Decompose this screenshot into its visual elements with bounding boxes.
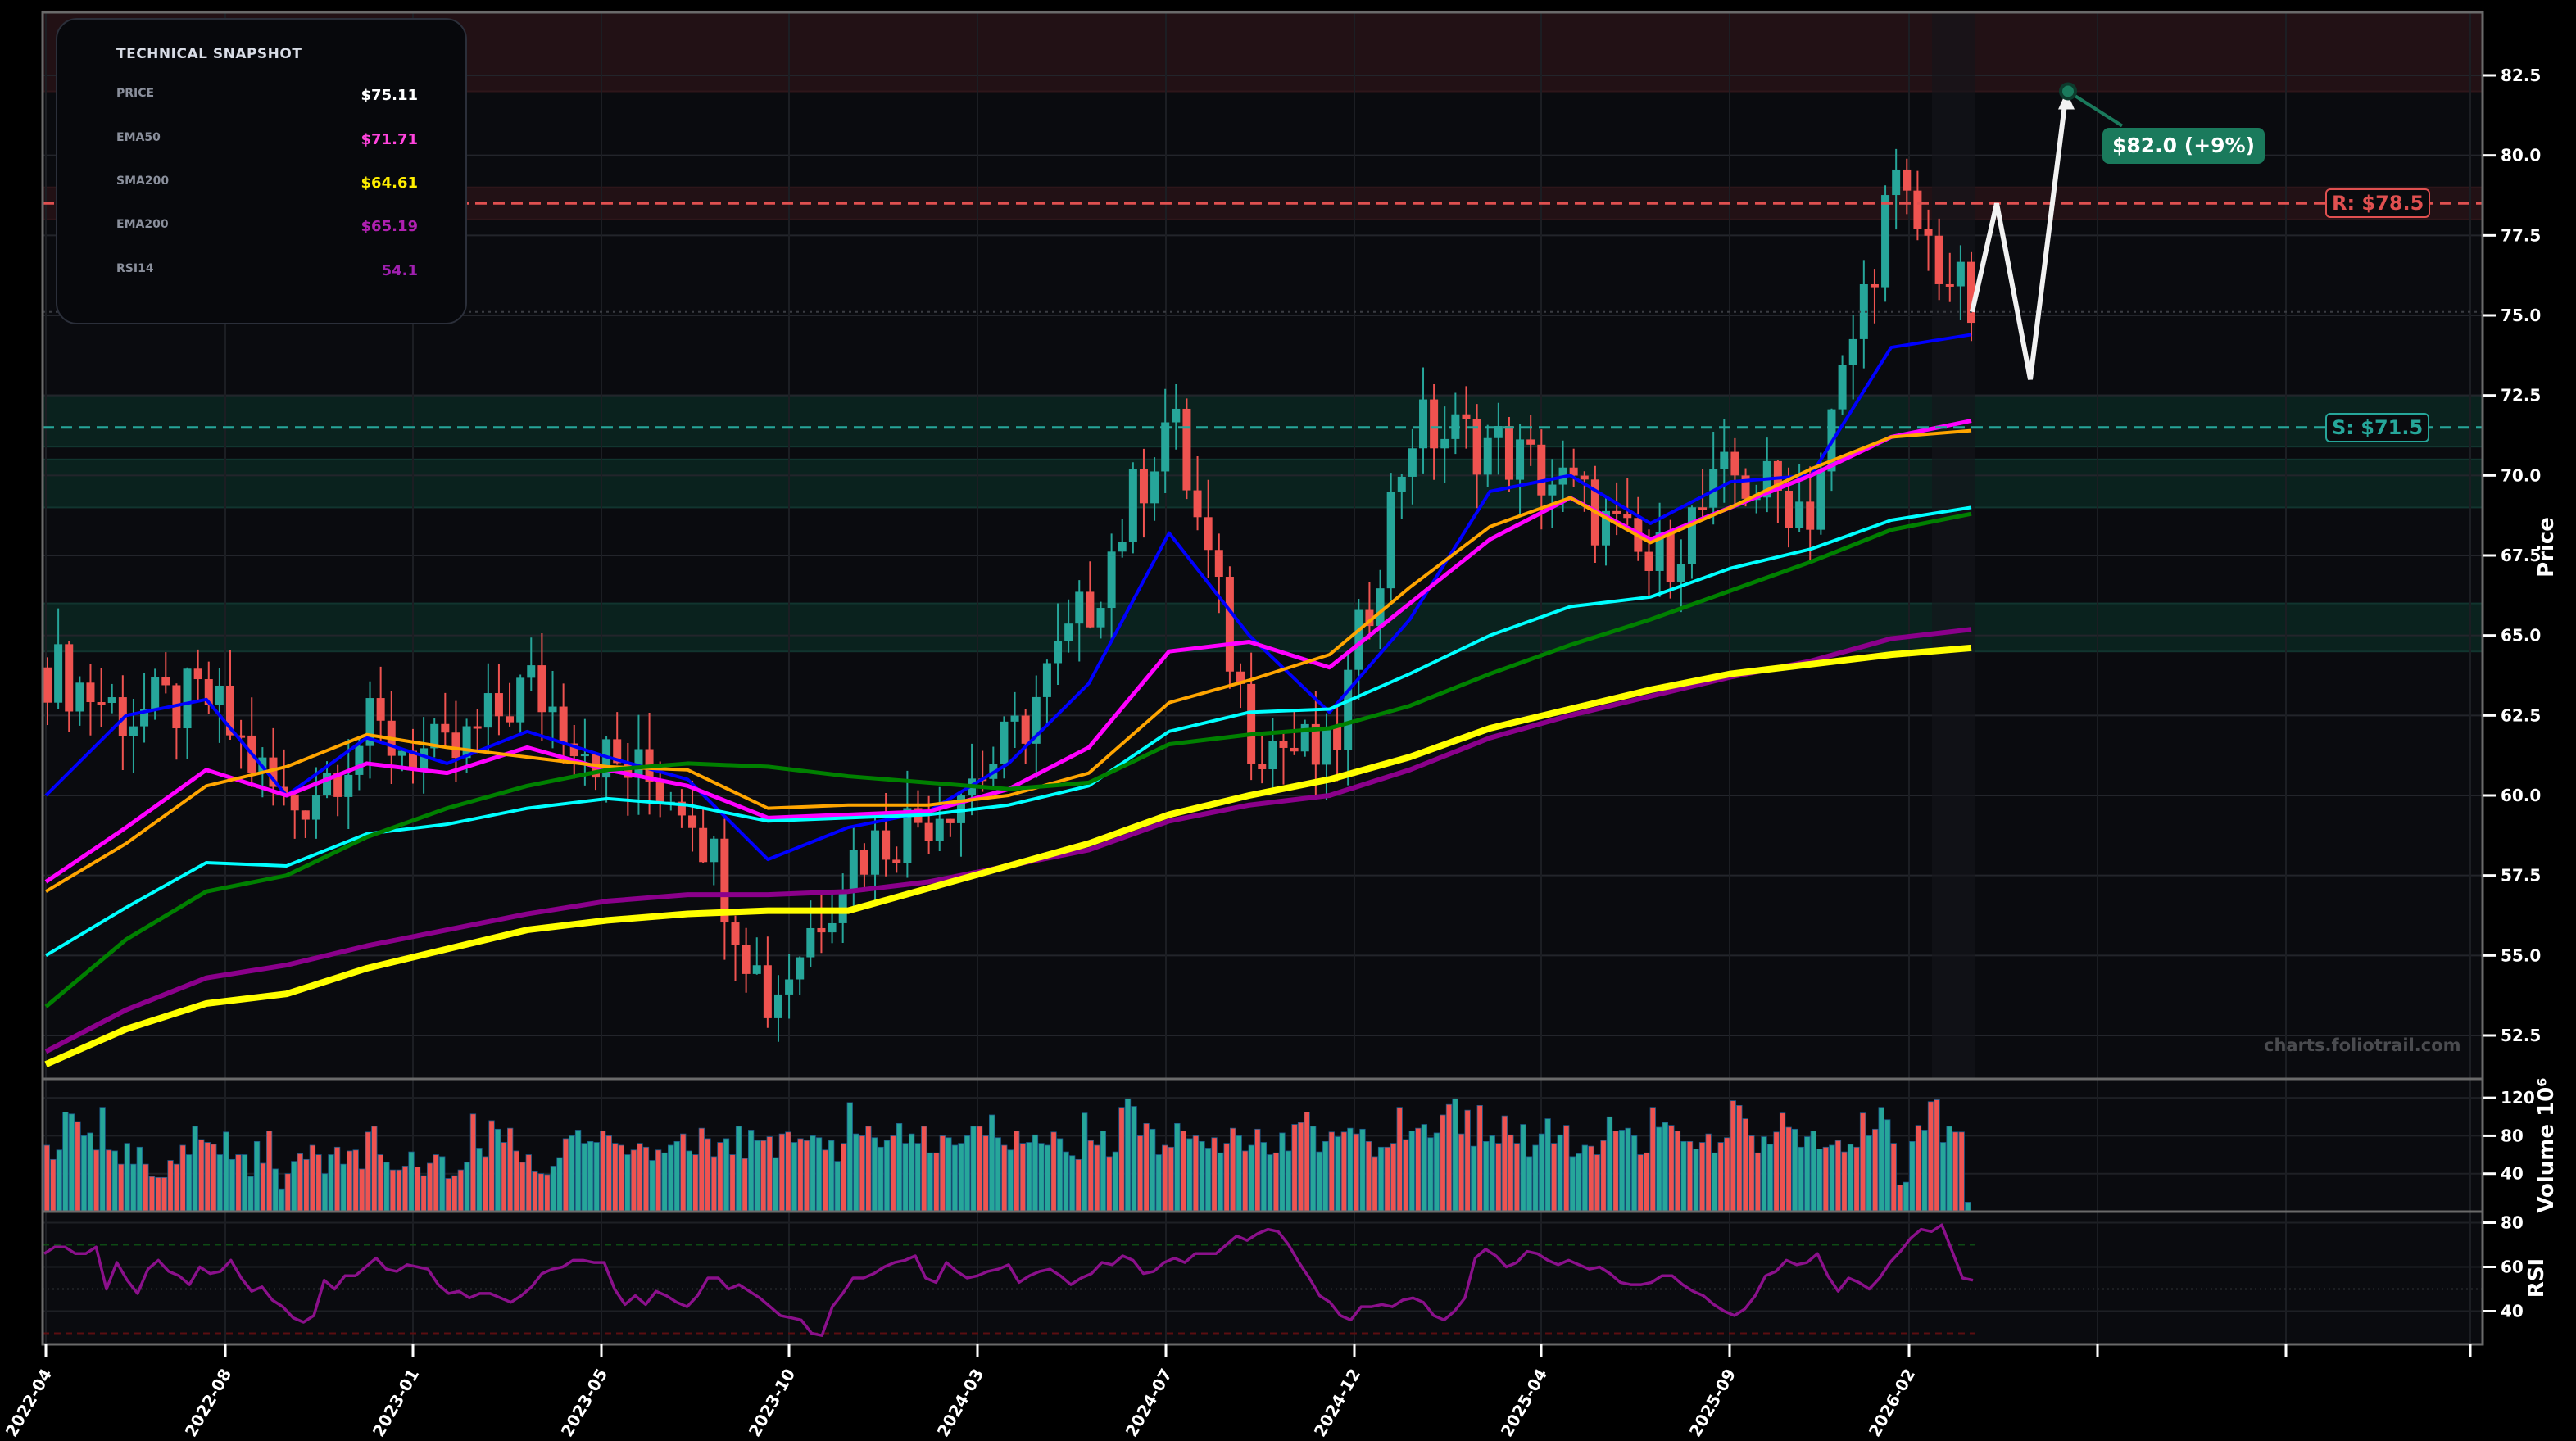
svg-text:57.5: 57.5 [2501, 866, 2541, 886]
volume-axis-title: Volume 10⁶ [2534, 1077, 2559, 1212]
svg-text:2025-04: 2025-04 [1497, 1366, 1552, 1440]
snapshot-row-rsi14: RSI14 54.1 [116, 262, 418, 287]
snapshot-value: $75.11 [361, 87, 418, 104]
svg-text:77.5: 77.5 [2501, 225, 2541, 245]
svg-text:72.5: 72.5 [2501, 386, 2541, 406]
rsi-axis-title: RSI [2524, 1258, 2549, 1298]
y-axis-labels: 52.5 55.0 57.5 60.0 62.5 65.0 67.5 70.0 72.5 75.0… [2483, 66, 2541, 1321]
snapshot-value: $64.61 [361, 174, 418, 192]
svg-text:2022-08: 2022-08 [181, 1366, 236, 1440]
svg-text:2025-09: 2025-09 [1685, 1366, 1740, 1440]
target-price-label: $82.0 (+9%) [2102, 128, 2265, 164]
price-projection [1970, 82, 2124, 380]
svg-text:2024-03: 2024-03 [933, 1366, 988, 1440]
technical-snapshot-panel: TECHNICAL SNAPSHOT PRICE $75.11 EMA50 $7… [56, 18, 467, 324]
svg-text:60: 60 [2501, 1257, 2524, 1277]
snapshot-label: PRICE [116, 87, 155, 100]
snapshot-label: EMA200 [116, 218, 169, 231]
sma200-line [44, 644, 1972, 1067]
svg-text:2023-10: 2023-10 [745, 1366, 800, 1440]
svg-text:80.0: 80.0 [2501, 146, 2541, 165]
svg-text:75.0: 75.0 [2501, 306, 2541, 325]
sma50-line [44, 428, 1972, 893]
snapshot-row-ema200: EMA200 $65.19 [116, 218, 418, 242]
svg-text:2024-12: 2024-12 [1310, 1366, 1365, 1440]
svg-text:62.5: 62.5 [2501, 705, 2541, 725]
snapshot-label: RSI14 [116, 262, 154, 275]
volume-bars [43, 1098, 1971, 1212]
svg-text:2023-05: 2023-05 [557, 1366, 612, 1440]
watermark: charts.foliotrail.com [2264, 1035, 2461, 1055]
svg-text:60.0: 60.0 [2501, 786, 2541, 805]
rsi-panel [43, 1212, 2483, 1344]
snapshot-title: TECHNICAL SNAPSHOT [116, 46, 302, 62]
svg-text:65.0: 65.0 [2501, 626, 2541, 646]
svg-text:82.5: 82.5 [2501, 66, 2541, 85]
snapshot-row-ema50: EMA50 $71.71 [116, 131, 418, 156]
svg-text:2026-02: 2026-02 [1865, 1366, 1920, 1440]
price-axis-title: Price [2534, 517, 2559, 578]
svg-text:80: 80 [2501, 1126, 2524, 1145]
snapshot-row-sma200: SMA200 $64.61 [116, 174, 418, 199]
ema100-line [44, 505, 1972, 958]
svg-text:120: 120 [2501, 1088, 2535, 1108]
x-axis-labels: 2022-04 2022-08 2023-01 2023-05 2023-10 2024-… [2, 1344, 2472, 1440]
support-label: S: $71.5 [2325, 413, 2430, 442]
svg-text:40: 40 [2501, 1302, 2524, 1321]
svg-text:40: 40 [2501, 1164, 2524, 1184]
svg-text:2024-07: 2024-07 [1122, 1366, 1177, 1440]
snapshot-label: EMA50 [116, 131, 161, 144]
snapshot-label: SMA200 [116, 174, 170, 188]
svg-text:52.5: 52.5 [2501, 1026, 2541, 1045]
svg-text:2022-04: 2022-04 [2, 1366, 57, 1440]
svg-text:67.5: 67.5 [2501, 546, 2541, 565]
sma100-line [44, 511, 1972, 1008]
rsi-line [43, 1223, 2483, 1337]
snapshot-row-price: PRICE $75.11 [116, 87, 418, 111]
moving-average-lines [44, 333, 1972, 1067]
resistance-label: R: $78.5 [2325, 188, 2431, 218]
snapshot-value: 54.1 [381, 262, 418, 279]
svg-text:80: 80 [2501, 1213, 2524, 1233]
svg-text:55.0: 55.0 [2501, 945, 2541, 965]
snapshot-value: $71.71 [361, 131, 418, 148]
svg-text:2023-01: 2023-01 [369, 1366, 424, 1440]
ema20-line [44, 333, 1972, 862]
svg-text:70.0: 70.0 [2501, 465, 2541, 485]
forecast-region-shade [1932, 12, 1975, 1079]
snapshot-value: $65.19 [361, 218, 418, 235]
